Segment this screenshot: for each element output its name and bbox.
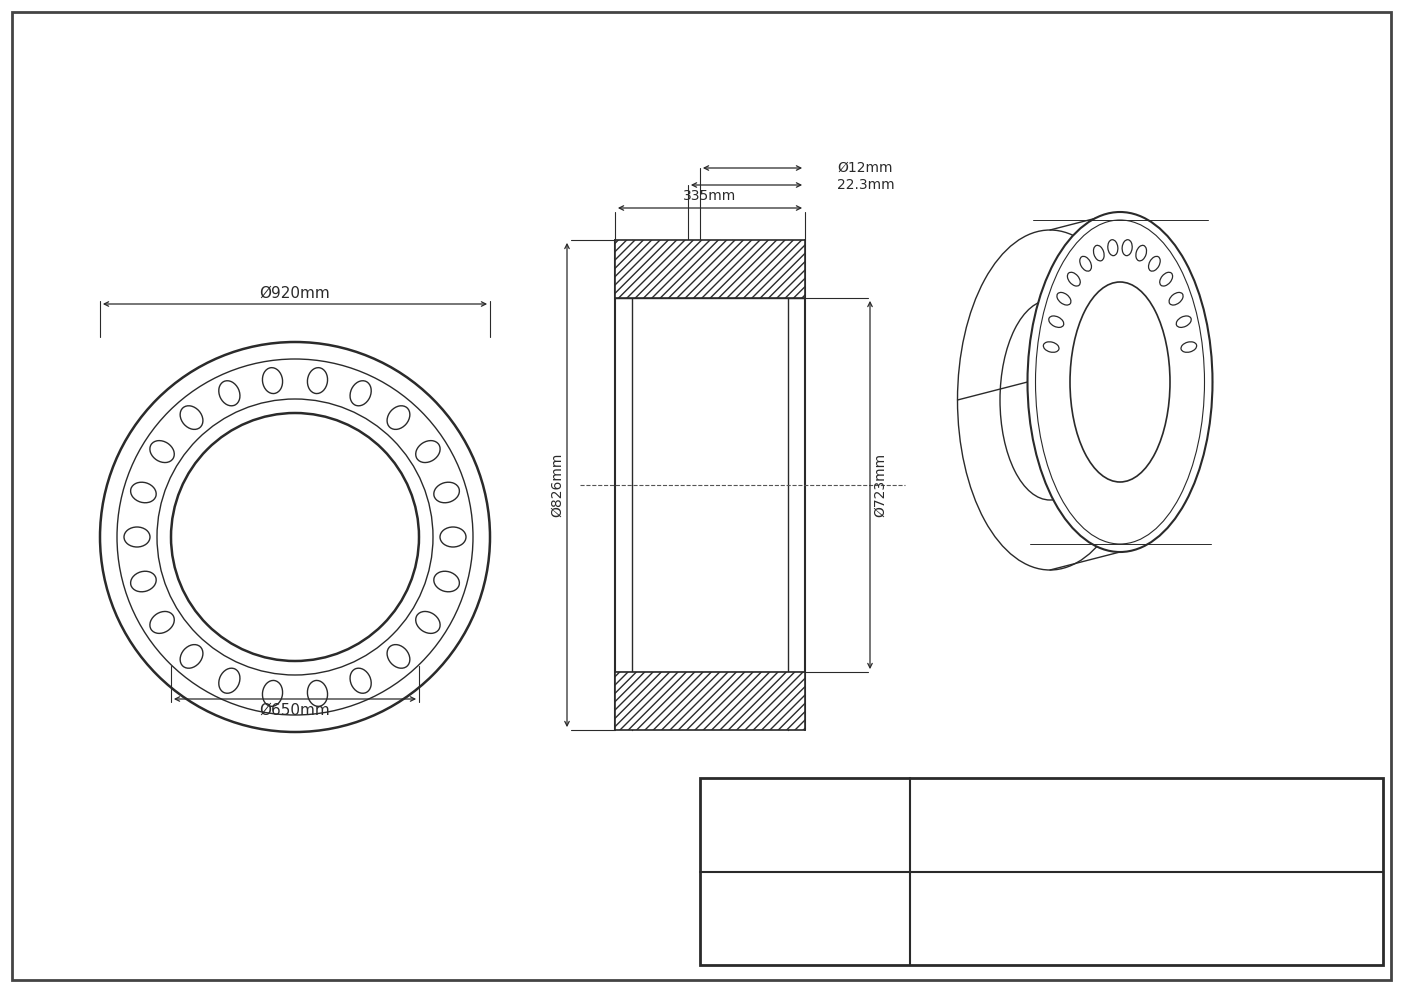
Text: 22.3mm: 22.3mm <box>838 178 895 192</box>
Text: Part
Number: Part Number <box>774 902 836 934</box>
Text: Ø920mm: Ø920mm <box>260 286 330 301</box>
Ellipse shape <box>1176 316 1191 327</box>
Ellipse shape <box>1056 293 1070 306</box>
Ellipse shape <box>1027 212 1212 552</box>
Ellipse shape <box>1035 220 1205 544</box>
Text: BC2B 326894/HB1: BC2B 326894/HB1 <box>1055 901 1237 919</box>
Ellipse shape <box>1160 272 1173 286</box>
Text: Ø650mm: Ø650mm <box>260 702 330 717</box>
Text: LILY: LILY <box>756 804 854 846</box>
Ellipse shape <box>1093 245 1104 261</box>
Text: 335mm: 335mm <box>683 189 737 203</box>
Ellipse shape <box>1122 240 1132 256</box>
Text: Ø723mm: Ø723mm <box>873 453 887 517</box>
Ellipse shape <box>1149 256 1160 271</box>
Ellipse shape <box>1068 272 1080 286</box>
Text: Ø826mm: Ø826mm <box>550 452 564 517</box>
Ellipse shape <box>1044 342 1059 352</box>
Ellipse shape <box>957 230 1142 570</box>
Text: Cylindrical Roller Bearings: Cylindrical Roller Bearings <box>1055 922 1237 935</box>
Ellipse shape <box>1181 342 1197 352</box>
Ellipse shape <box>1000 300 1100 500</box>
Bar <box>700 778 1383 965</box>
Text: SHANGHAI LILY BEARING LIMITED: SHANGHAI LILY BEARING LIMITED <box>1003 809 1289 824</box>
Bar <box>615 672 805 730</box>
Text: ®: ® <box>836 801 849 813</box>
Text: Email: lilybearing@lily-bearing.com: Email: lilybearing@lily-bearing.com <box>1035 827 1257 840</box>
Ellipse shape <box>1049 316 1063 327</box>
Bar <box>615 240 805 298</box>
Ellipse shape <box>1080 256 1092 271</box>
Ellipse shape <box>1108 240 1118 256</box>
Ellipse shape <box>1136 245 1146 261</box>
Text: Ø12mm: Ø12mm <box>838 161 892 175</box>
Ellipse shape <box>1070 282 1170 482</box>
Ellipse shape <box>1169 293 1183 306</box>
